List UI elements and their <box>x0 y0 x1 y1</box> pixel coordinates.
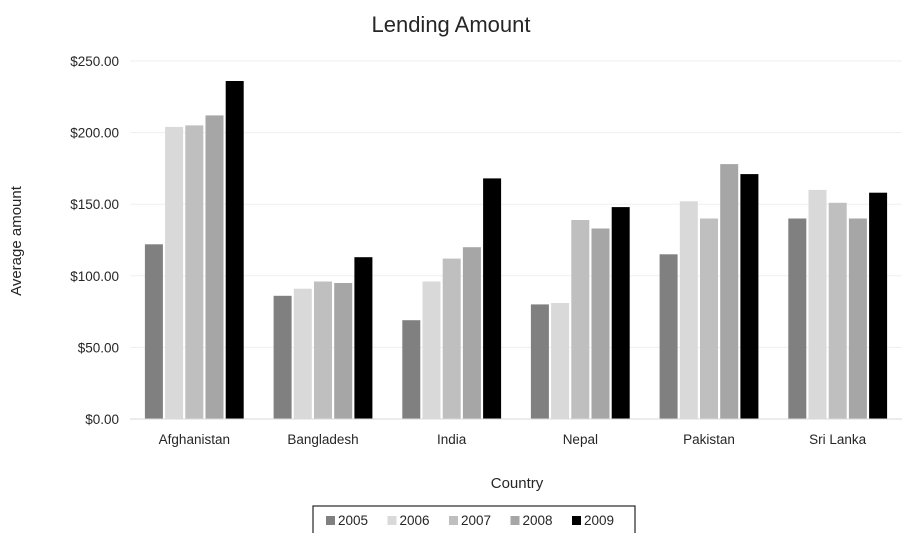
legend-label-2007: 2007 <box>461 513 491 528</box>
bar-2008-bangladesh <box>334 283 353 419</box>
bar-2005-afghanistan <box>144 244 163 419</box>
bar-2006-sri-lanka <box>808 189 827 419</box>
y-tick-label: $150.00 <box>70 197 119 212</box>
y-tick-label: $50.00 <box>78 340 119 355</box>
bar-2008-nepal <box>591 228 610 419</box>
bar-2005-pakistan <box>659 254 678 419</box>
x-tick-label: Pakistan <box>683 432 735 447</box>
bar-2009-nepal <box>611 207 630 419</box>
bar-2005-nepal <box>530 304 549 419</box>
legend-swatch-2007 <box>449 516 458 525</box>
bar-2005-india <box>402 320 421 419</box>
y-tick-label: $250.00 <box>70 54 119 69</box>
x-tick-label: India <box>437 432 467 447</box>
bar-2005-bangladesh <box>273 295 292 419</box>
bar-2009-bangladesh <box>354 257 373 419</box>
x-tick-label: Bangladesh <box>287 432 358 447</box>
bar-2006-pakistan <box>679 201 698 419</box>
legend-label-2006: 2006 <box>400 513 430 528</box>
bar-2007-india <box>442 258 461 419</box>
chart-title: Lending Amount <box>371 12 530 37</box>
bar-2007-nepal <box>571 220 590 419</box>
x-axis-title: Country <box>491 475 544 492</box>
bar-2008-india <box>462 247 481 419</box>
y-axis-title: Average amount <box>8 185 25 296</box>
x-axis-ticks: Afghanistan Bangladesh India Nepal Pakistan S… <box>159 432 867 447</box>
bar-2006-nepal <box>551 303 570 419</box>
x-tick-label: Afghanistan <box>159 432 230 447</box>
bar-2006-india <box>422 281 441 419</box>
bar-2008-afghanistan <box>205 115 224 420</box>
bar-2007-pakistan <box>700 218 718 419</box>
y-tick-label: $200.00 <box>70 126 119 141</box>
legend-swatch-2005 <box>326 516 335 525</box>
bar-2009-sri-lanka <box>869 192 888 419</box>
bar-2008-sri-lanka <box>848 218 867 419</box>
legend-swatch-2009 <box>572 516 581 525</box>
y-axis-ticks: $0.00 $50.00 $100.00 $150.00 $200.00 $250.00 <box>70 54 119 427</box>
bar-2009-india <box>483 178 502 419</box>
bar-2008-pakistan <box>720 164 739 419</box>
legend-swatch-2006 <box>387 516 397 525</box>
bar-2007-afghanistan <box>185 125 204 420</box>
gridlines <box>130 60 902 348</box>
bar-2007-bangladesh <box>314 281 332 419</box>
legend: 2005 2006 2007 2008 2009 <box>312 505 636 533</box>
bars <box>144 81 888 420</box>
y-tick-label: $100.00 <box>70 269 119 284</box>
legend-border <box>312 505 636 533</box>
bar-2005-sri-lanka <box>788 218 807 419</box>
legend-swatch-2008 <box>510 516 520 525</box>
legend-label-2008: 2008 <box>523 513 553 528</box>
legend-label-2009: 2009 <box>584 513 614 528</box>
bar-2009-afghanistan <box>225 81 244 419</box>
bar-2006-bangladesh <box>293 288 312 419</box>
bar-2007-sri-lanka <box>828 202 847 419</box>
bar-2006-afghanistan <box>165 126 184 420</box>
y-tick-label: $0.00 <box>85 412 119 427</box>
x-tick-label: Sri Lanka <box>809 432 867 447</box>
bar-2009-pakistan <box>740 174 759 419</box>
x-tick-label: Nepal <box>563 432 598 447</box>
legend-label-2005: 2005 <box>338 513 368 528</box>
